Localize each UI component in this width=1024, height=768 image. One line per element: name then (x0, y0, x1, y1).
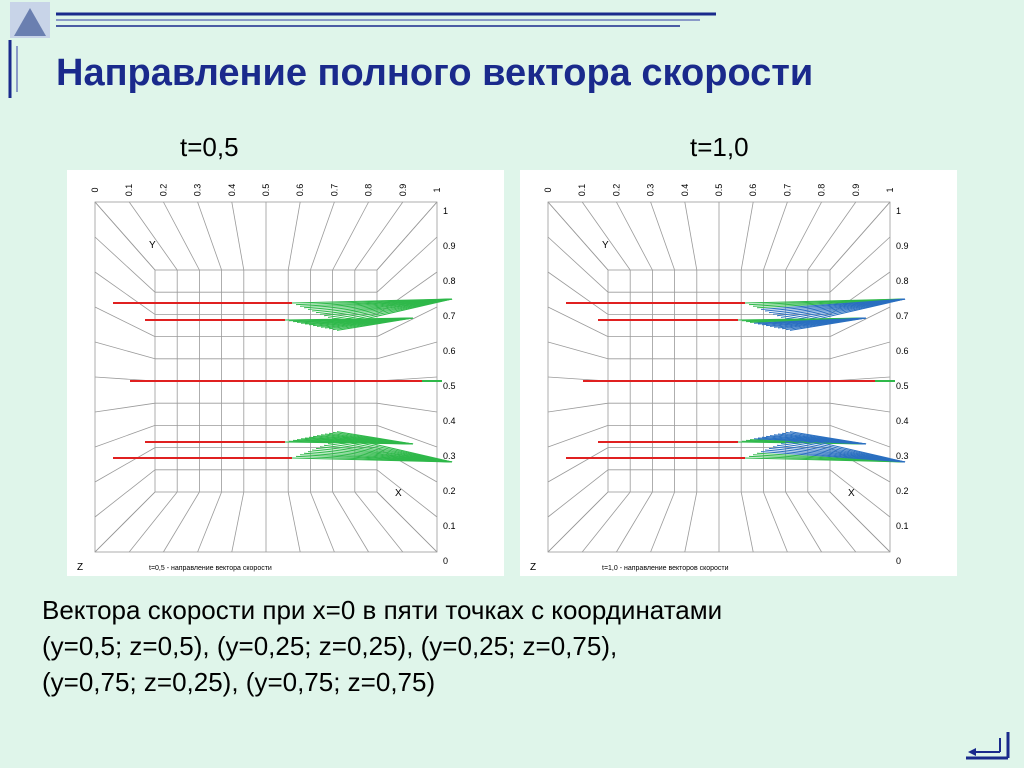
axis-z-label: Z (530, 562, 536, 573)
top-tick-label: 1 (885, 187, 895, 192)
top-tick-label: 0.3 (193, 184, 203, 197)
top-tick-label: 1 (432, 187, 442, 192)
right-tick-label: 0.7 (443, 311, 456, 321)
axis-y-label: Y (602, 240, 609, 251)
right-tick-label: 0.8 (443, 276, 456, 286)
velocity-vectors (113, 298, 453, 463)
plot-caption: t=1,0 - направление векторов скорости (602, 565, 729, 572)
right-tick-label: 0.6 (443, 346, 456, 356)
right-tick-label: 0.9 (443, 241, 456, 251)
top-tick-label: 0.1 (577, 184, 587, 197)
right-tick-label: 0.3 (896, 451, 909, 461)
axis-z-label: Z (77, 562, 83, 573)
top-tick-label: 0.9 (851, 184, 861, 197)
top-tick-label: 0.9 (398, 184, 408, 197)
velocity-plot-left: 0 0.1 0.2 0.3 0.4 0.5 0.6 0.7 0.8 0.9 1 1 0.9 0.8 0.7 0… (77, 184, 456, 573)
right-tick-label: 0.5 (896, 381, 909, 391)
right-tick-label: 0.8 (896, 276, 909, 286)
top-tick-label: 0.2 (158, 184, 168, 197)
header-decoration (8, 2, 716, 98)
right-tick-label: 0.7 (896, 311, 909, 321)
top-tick-label: 0.8 (817, 184, 827, 197)
right-tick-label: 1 (443, 206, 448, 216)
right-tick-label: 0.6 (896, 346, 909, 356)
top-tick-label: 0 (90, 187, 100, 192)
right-tick-label: 0.4 (896, 416, 909, 426)
top-tick-label: 0.7 (782, 184, 792, 197)
top-tick-label: 0.5 (714, 184, 724, 197)
right-tick-label: 0.4 (443, 416, 456, 426)
top-tick-label: 0.8 (364, 184, 374, 197)
axis-x-label: X (395, 488, 402, 499)
right-tick-label: 0.3 (443, 451, 456, 461)
top-tick-label: 0.6 (295, 184, 305, 197)
vector-arrow (336, 317, 414, 331)
right-tick-label: 0.2 (443, 486, 456, 496)
vector-arrow (336, 431, 414, 445)
top-tick-label: 0.2 (611, 184, 621, 197)
top-tick-label: 0.4 (680, 184, 690, 197)
velocity-vectors (566, 298, 906, 463)
logo-shape-icon (14, 8, 46, 36)
right-tick-label: 0 (896, 556, 901, 566)
plot-label-left: t=0,5 (180, 132, 239, 162)
right-tick-label: 0 (443, 556, 448, 566)
perspective-grid (547, 201, 891, 553)
right-tick-label: 0.2 (896, 486, 909, 496)
top-tick-label: 0 (543, 187, 553, 192)
plot-caption: t=0,5 - направление вектора скорости (149, 565, 272, 572)
plot-panel-right: 0 0.1 0.2 0.3 0.4 0.5 0.6 0.7 0.8 0.9 1 1 0.9 0.8 0.7 0… (520, 170, 957, 576)
body-line-2: (y=0,5; z=0,5), (y=0,25; z=0,25), (y=0,2… (42, 631, 618, 661)
top-tick-label: 0.1 (124, 184, 134, 197)
body-line-1: Вектора скорости при x=0 в пяти точках с… (42, 595, 723, 625)
plot-panel-left: 0 0.1 0.2 0.3 0.4 0.5 0.6 0.7 0.8 0.9 1 1 0.9 0.8 0.7 0… (67, 170, 504, 576)
vector-arrow (343, 436, 453, 463)
top-tick-label: 0.7 (329, 184, 339, 197)
top-tick-label: 0.3 (646, 184, 656, 197)
slide-body: Вектора скорости при x=0 в пяти точках с… (42, 592, 1002, 700)
body-line-3: (y=0,75; z=0,25), (y=0,75; z=0,75) (42, 667, 436, 697)
top-tick-label: 0.4 (227, 184, 237, 197)
perspective-grid (94, 201, 438, 553)
velocity-plot-right: 0 0.1 0.2 0.3 0.4 0.5 0.6 0.7 0.8 0.9 1 1 0.9 0.8 0.7 0… (530, 184, 909, 573)
axis-y-label: Y (149, 240, 156, 251)
slide-title: Направление полного вектора скорости (56, 52, 814, 94)
right-tick-label: 0.1 (896, 521, 909, 531)
right-tick-label: 0.9 (896, 241, 909, 251)
right-tick-label: 1 (896, 206, 901, 216)
vector-arrow (789, 431, 867, 445)
top-tick-label: 0.6 (748, 184, 758, 197)
next-slide-icon[interactable] (962, 728, 1012, 762)
right-tick-label: 0.5 (443, 381, 456, 391)
axis-x-label: X (848, 488, 855, 499)
top-tick-label: 0.5 (261, 184, 271, 197)
vector-arrow (789, 317, 867, 331)
vector-arrow (796, 436, 906, 463)
right-tick-label: 0.1 (443, 521, 456, 531)
plot-label-right: t=1,0 (690, 132, 749, 162)
